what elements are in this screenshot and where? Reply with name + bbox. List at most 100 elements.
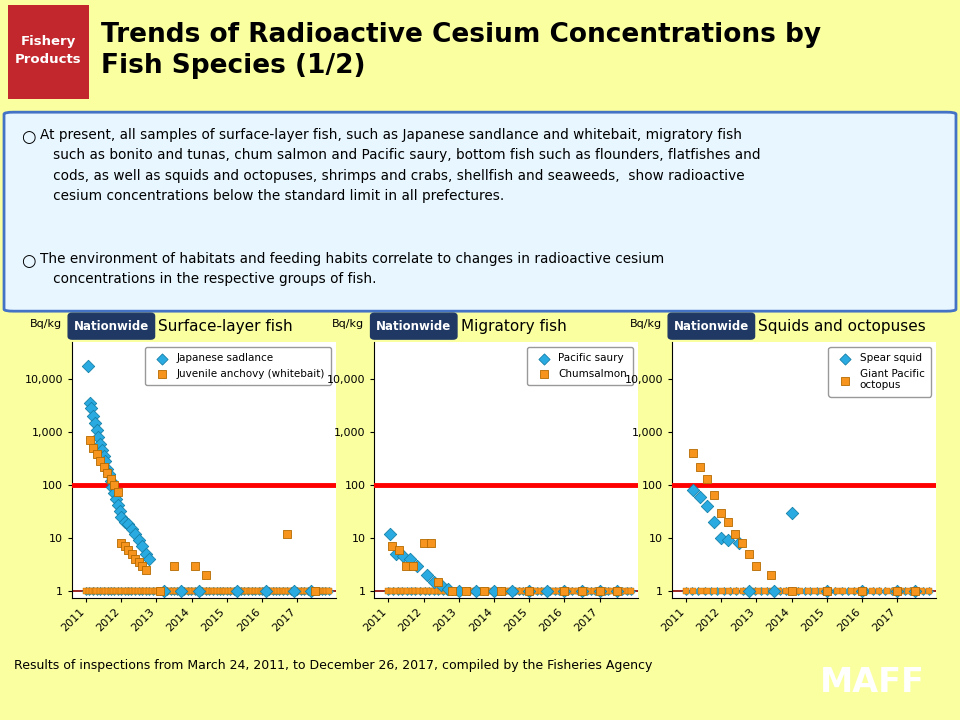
Spear squid — [766, 585, 781, 597]
Point — [517, 585, 533, 597]
Giant Pacific
octopus — [713, 507, 729, 518]
Point — [157, 585, 173, 597]
Point — [679, 585, 694, 597]
Japanese sadlance — [303, 585, 319, 597]
Point — [268, 585, 283, 597]
Juvenile anchovy (whitebait) — [96, 461, 111, 472]
Point — [521, 585, 537, 597]
Point — [251, 585, 266, 597]
Point — [612, 585, 628, 597]
Japanese sadlance — [87, 417, 103, 428]
Japanese sadlance — [124, 523, 139, 534]
Japanese sadlance — [96, 451, 111, 462]
Japanese sadlance — [81, 360, 96, 372]
Point — [272, 585, 287, 597]
Point — [180, 585, 196, 597]
Point — [174, 585, 189, 597]
Point — [452, 585, 468, 597]
Point — [759, 585, 775, 597]
Point — [709, 585, 725, 597]
Point — [449, 585, 465, 597]
Point — [258, 585, 274, 597]
Point — [468, 585, 484, 597]
Legend: Pacific saury, Chumsalmon: Pacific saury, Chumsalmon — [527, 347, 634, 385]
Point — [117, 585, 132, 597]
Point — [103, 585, 118, 597]
Point — [479, 585, 494, 597]
Point — [525, 585, 540, 597]
Point — [684, 585, 700, 597]
Point — [121, 585, 136, 597]
Japanese sadlance — [110, 499, 126, 510]
Point — [279, 585, 295, 597]
Chumsalmon — [493, 585, 509, 597]
Point — [283, 585, 299, 597]
Point — [396, 585, 411, 597]
Point — [92, 585, 108, 597]
Point — [790, 585, 805, 597]
Spear squid — [742, 585, 757, 597]
Point — [120, 585, 135, 597]
Juvenile anchovy (whitebait) — [117, 541, 132, 552]
Point — [479, 585, 494, 597]
Chumsalmon — [574, 585, 589, 597]
Point — [215, 585, 230, 597]
Point — [219, 585, 234, 597]
Point — [721, 585, 736, 597]
Point — [470, 585, 486, 597]
Point — [564, 585, 580, 597]
Japanese sadlance — [258, 585, 274, 597]
Point — [84, 585, 99, 597]
Text: Nationwide: Nationwide — [674, 320, 749, 333]
Spear squid — [854, 585, 870, 597]
Point — [700, 585, 715, 597]
Point — [308, 585, 324, 597]
Point — [797, 585, 812, 597]
Pacific saury — [592, 585, 608, 597]
Point — [864, 585, 879, 597]
Pacific saury — [409, 560, 424, 572]
Japanese sadlance — [128, 528, 143, 539]
Point — [131, 585, 146, 597]
Point — [311, 585, 326, 597]
Point — [493, 585, 509, 597]
Text: Results of inspections from March 24, 2011, to December 26, 2017, compiled by th: Results of inspections from March 24, 20… — [14, 659, 653, 672]
Point — [196, 585, 211, 597]
Point — [614, 585, 630, 597]
Spear squid — [784, 507, 800, 518]
Point — [893, 585, 908, 597]
Point — [843, 585, 858, 597]
Text: Squids and octopuses: Squids and octopuses — [758, 319, 926, 333]
Chumsalmon — [384, 541, 399, 552]
Point — [747, 585, 762, 597]
Point — [313, 585, 328, 597]
Point — [570, 585, 586, 597]
FancyBboxPatch shape — [4, 112, 956, 311]
Juvenile anchovy (whitebait) — [187, 560, 203, 572]
Point — [847, 585, 862, 597]
Pacific saury — [395, 551, 410, 562]
Point — [209, 585, 225, 597]
Text: Bq/kg: Bq/kg — [630, 319, 661, 329]
Chumsalmon — [430, 576, 445, 588]
Pacific saury — [540, 585, 555, 597]
Point — [100, 585, 115, 597]
Point — [390, 585, 405, 597]
Point — [254, 585, 270, 597]
Point — [421, 585, 437, 597]
Point — [283, 585, 299, 597]
Japanese sadlance — [107, 487, 122, 499]
Point — [253, 585, 269, 597]
Text: At present, all samples of surface-layer fish, such as Japanese sandlance and wh: At present, all samples of surface-layer… — [39, 128, 760, 202]
Point — [448, 585, 464, 597]
Point — [460, 585, 475, 597]
Point — [620, 585, 636, 597]
Japanese sadlance — [102, 469, 117, 480]
Chumsalmon — [444, 585, 460, 597]
Point — [277, 585, 293, 597]
Point — [388, 585, 403, 597]
Point — [779, 585, 794, 597]
Point — [310, 585, 325, 597]
Point — [878, 585, 894, 597]
Point — [216, 585, 231, 597]
